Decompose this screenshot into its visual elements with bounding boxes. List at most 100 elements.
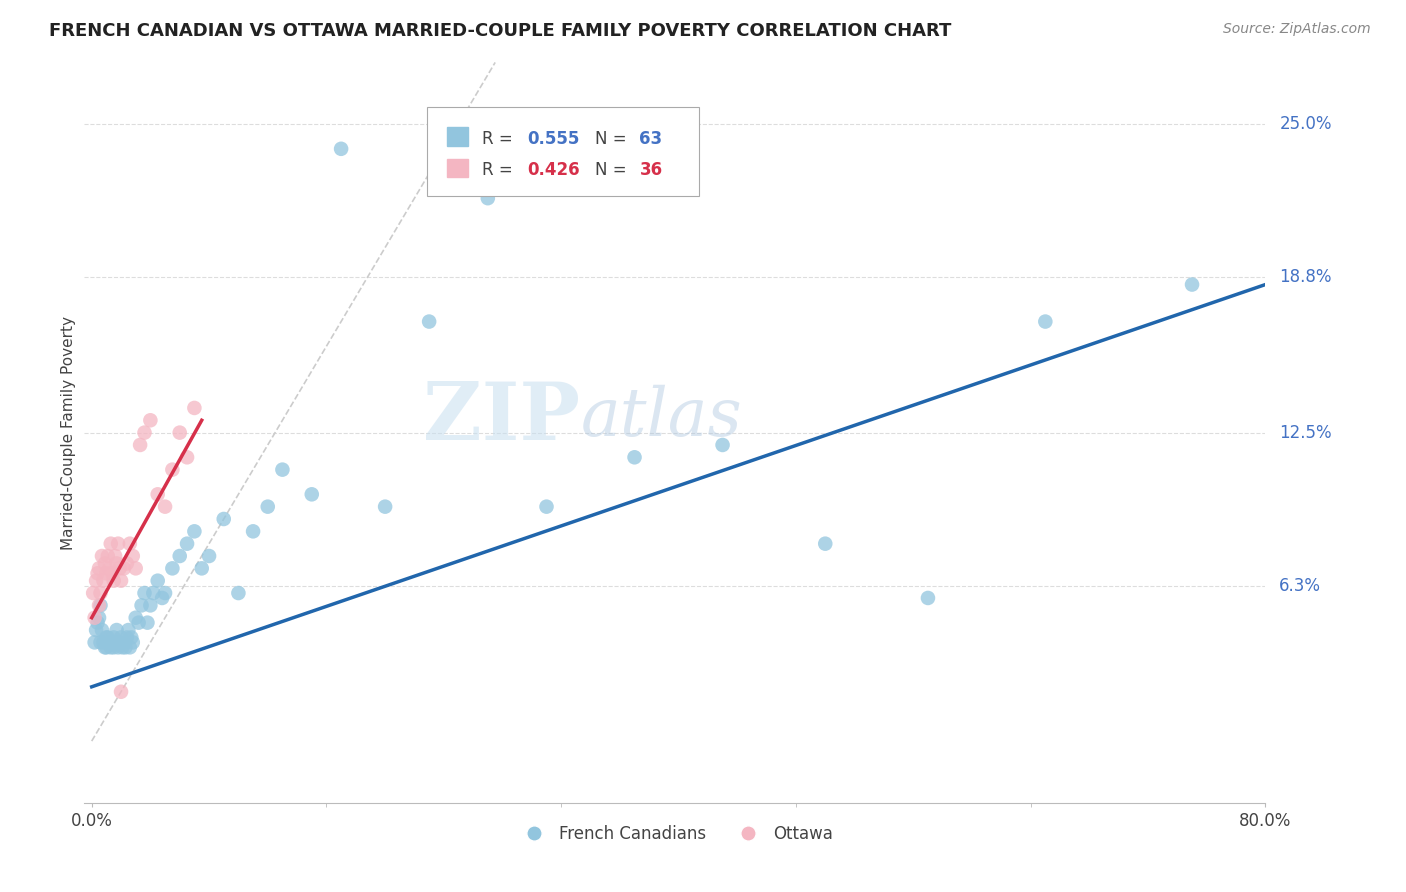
- Point: [103, 631, 125, 645]
- Point: [89, 586, 111, 600]
- Point: [111, 640, 134, 655]
- Point: [623, 450, 645, 465]
- Point: [97, 549, 120, 563]
- Point: [105, 623, 128, 637]
- Point: [105, 557, 128, 571]
- Point: [110, 631, 132, 645]
- Point: [94, 640, 117, 655]
- Point: [117, 623, 139, 637]
- Point: [107, 640, 129, 655]
- Point: [125, 611, 148, 625]
- Point: [139, 599, 162, 613]
- FancyBboxPatch shape: [427, 107, 699, 195]
- Point: [129, 438, 152, 452]
- Point: [139, 413, 162, 427]
- Point: [112, 561, 135, 575]
- Point: [94, 557, 117, 571]
- Text: 0.555: 0.555: [527, 129, 579, 148]
- Point: [103, 574, 125, 588]
- Point: [190, 561, 212, 575]
- Point: [198, 549, 221, 563]
- Point: [162, 561, 184, 575]
- Point: [104, 549, 127, 563]
- Point: [125, 561, 148, 575]
- Point: [418, 315, 440, 329]
- Text: ZIP: ZIP: [423, 379, 581, 457]
- Text: 18.8%: 18.8%: [1279, 268, 1331, 286]
- Point: [120, 631, 142, 645]
- Point: [87, 561, 110, 575]
- Point: [131, 599, 153, 613]
- Point: [100, 536, 122, 550]
- Point: [153, 586, 176, 600]
- Point: [169, 425, 191, 440]
- Point: [89, 599, 111, 613]
- Point: [242, 524, 264, 539]
- Point: [271, 462, 294, 476]
- Point: [330, 142, 353, 156]
- Point: [1181, 277, 1204, 292]
- Text: R =: R =: [482, 129, 519, 148]
- Point: [110, 574, 132, 588]
- Point: [711, 438, 734, 452]
- Point: [169, 549, 191, 563]
- Point: [84, 623, 107, 637]
- Point: [114, 640, 136, 655]
- Bar: [447, 159, 468, 178]
- Point: [103, 640, 125, 655]
- Point: [477, 191, 499, 205]
- Point: [121, 549, 143, 563]
- Point: [146, 574, 169, 588]
- Point: [101, 566, 124, 581]
- Point: [134, 425, 156, 440]
- Point: [91, 549, 114, 563]
- Point: [301, 487, 323, 501]
- Point: [128, 615, 150, 630]
- Text: 0.426: 0.426: [527, 161, 579, 178]
- Point: [146, 487, 169, 501]
- Point: [176, 450, 198, 465]
- Point: [176, 536, 198, 550]
- Text: R =: R =: [482, 161, 519, 178]
- Point: [107, 536, 129, 550]
- Point: [84, 574, 107, 588]
- Point: [82, 586, 104, 600]
- Y-axis label: Married-Couple Family Poverty: Married-Couple Family Poverty: [60, 316, 76, 549]
- Point: [86, 615, 108, 630]
- Point: [142, 586, 165, 600]
- Point: [104, 635, 127, 649]
- Text: N =: N =: [595, 129, 631, 148]
- Point: [136, 615, 159, 630]
- Point: [96, 640, 118, 655]
- Point: [83, 635, 105, 649]
- Text: FRENCH CANADIAN VS OTTAWA MARRIED-COUPLE FAMILY POVERTY CORRELATION CHART: FRENCH CANADIAN VS OTTAWA MARRIED-COUPLE…: [49, 22, 952, 40]
- Bar: [447, 128, 468, 146]
- Point: [115, 557, 138, 571]
- Point: [101, 635, 124, 649]
- Text: N =: N =: [595, 161, 631, 178]
- Text: 6.3%: 6.3%: [1279, 576, 1322, 595]
- Point: [212, 512, 235, 526]
- Point: [150, 591, 173, 605]
- Point: [98, 561, 121, 575]
- Point: [83, 611, 105, 625]
- Legend: French Canadians, Ottawa: French Canadians, Ottawa: [510, 819, 839, 850]
- Point: [121, 635, 143, 649]
- Point: [183, 401, 205, 415]
- Point: [93, 635, 115, 649]
- Point: [153, 500, 176, 514]
- Point: [112, 635, 135, 649]
- Text: 12.5%: 12.5%: [1279, 424, 1331, 442]
- Text: atlas: atlas: [581, 385, 742, 450]
- Point: [374, 500, 396, 514]
- Point: [256, 500, 278, 514]
- Point: [183, 524, 205, 539]
- Point: [536, 500, 558, 514]
- Point: [108, 561, 131, 575]
- Point: [87, 611, 110, 625]
- Text: Source: ZipAtlas.com: Source: ZipAtlas.com: [1223, 22, 1371, 37]
- Point: [93, 574, 115, 588]
- Point: [115, 631, 138, 645]
- Point: [118, 640, 141, 655]
- Point: [86, 566, 108, 581]
